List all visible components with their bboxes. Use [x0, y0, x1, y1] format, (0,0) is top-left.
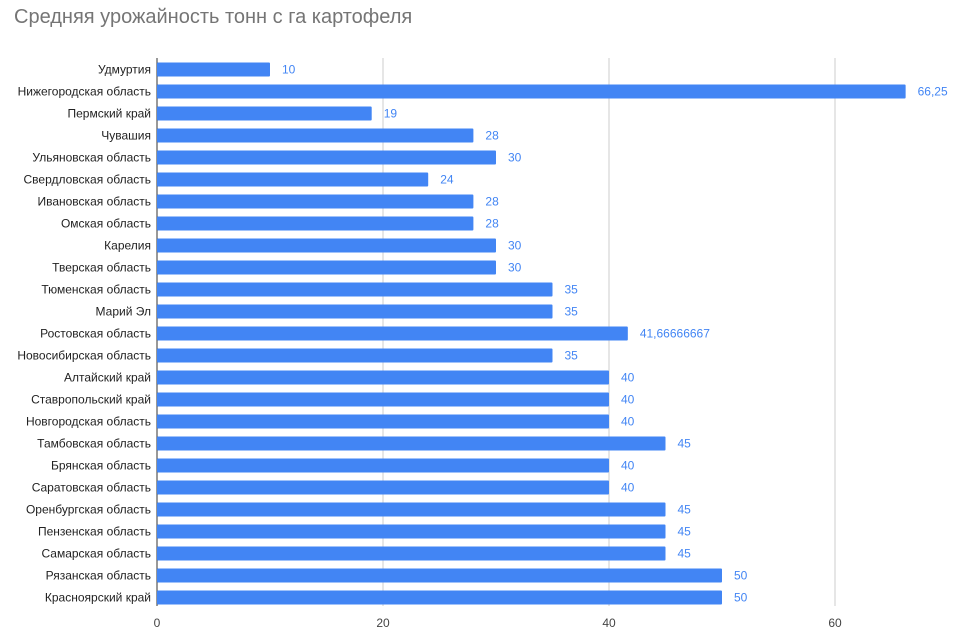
- data-label: 35: [565, 349, 579, 363]
- data-label: 45: [678, 547, 692, 561]
- bar[interactable]: [157, 84, 906, 99]
- bar[interactable]: [157, 172, 429, 187]
- bar[interactable]: [157, 106, 372, 121]
- data-label: 28: [485, 217, 499, 231]
- bar[interactable]: [157, 546, 666, 561]
- category-label: Пермский край: [67, 107, 151, 121]
- bar[interactable]: [157, 370, 609, 385]
- category-label: Саратовская область: [32, 481, 151, 495]
- category-label: Карелия: [104, 239, 151, 253]
- data-label: 40: [621, 415, 635, 429]
- category-label: Оренбургская область: [26, 503, 151, 517]
- category-label: Тамбовская область: [37, 437, 151, 451]
- bar[interactable]: [157, 568, 722, 583]
- category-label: Омская область: [61, 217, 151, 231]
- category-label: Свердловская область: [24, 173, 151, 187]
- category-label: Красноярский край: [45, 591, 151, 605]
- bar[interactable]: [157, 480, 609, 495]
- category-label: Ставропольский край: [31, 393, 151, 407]
- category-label: Ивановская область: [37, 195, 151, 209]
- bar[interactable]: [157, 128, 474, 143]
- bar[interactable]: [157, 348, 553, 363]
- bar[interactable]: [157, 326, 628, 341]
- x-tick-label: 0: [154, 616, 161, 630]
- data-label: 40: [621, 459, 635, 473]
- data-label: 19: [384, 107, 398, 121]
- data-label: 40: [621, 371, 635, 385]
- bar[interactable]: [157, 502, 666, 517]
- bar[interactable]: [157, 436, 666, 451]
- bar[interactable]: [157, 216, 474, 231]
- category-label: Брянская область: [51, 459, 151, 473]
- data-label: 10: [282, 63, 296, 77]
- category-label: Тюменская область: [41, 283, 151, 297]
- data-label: 28: [485, 195, 499, 209]
- bar[interactable]: [157, 260, 496, 275]
- data-label: 35: [565, 283, 579, 297]
- category-label: Алтайский край: [64, 371, 151, 385]
- data-label: 45: [678, 525, 692, 539]
- chart-title: Средняя урожайность тонн с га картофеля: [14, 6, 413, 28]
- data-label: 40: [621, 481, 635, 495]
- category-label: Пензенская область: [38, 525, 151, 539]
- category-label: Тверская область: [52, 261, 151, 275]
- category-label: Рязанская область: [46, 569, 151, 583]
- category-label: Самарская область: [41, 547, 151, 561]
- category-label: Чувашия: [101, 129, 151, 143]
- category-label: Удмуртия: [98, 63, 151, 77]
- bar[interactable]: [157, 194, 474, 209]
- data-label: 35: [565, 305, 579, 319]
- bar[interactable]: [157, 392, 609, 407]
- bar[interactable]: [157, 524, 666, 539]
- category-label: Новосибирская область: [17, 349, 151, 363]
- bar[interactable]: [157, 150, 496, 165]
- bar[interactable]: [157, 282, 553, 297]
- data-label: 45: [678, 503, 692, 517]
- data-label: 30: [508, 151, 522, 165]
- category-label: Нижегородская область: [18, 85, 151, 99]
- category-label: Ростовская область: [40, 327, 151, 341]
- data-label: 28: [485, 129, 499, 143]
- category-label: Марий Эл: [96, 305, 151, 319]
- data-label: 41,66666667: [640, 327, 710, 341]
- data-label: 66,25: [918, 85, 948, 99]
- data-label: 30: [508, 239, 522, 253]
- bar[interactable]: [157, 62, 270, 77]
- data-label: 50: [734, 569, 748, 583]
- category-label: Новгородская область: [26, 415, 151, 429]
- category-label: Ульяновская область: [32, 151, 151, 165]
- x-tick-label: 20: [376, 616, 390, 630]
- bar[interactable]: [157, 414, 609, 429]
- x-tick-label: 40: [602, 616, 616, 630]
- data-label: 40: [621, 393, 635, 407]
- bar[interactable]: [157, 304, 553, 319]
- data-label: 50: [734, 591, 748, 605]
- data-label: 45: [678, 437, 692, 451]
- data-label: 24: [440, 173, 454, 187]
- bar[interactable]: [157, 590, 722, 605]
- data-label: 30: [508, 261, 522, 275]
- bar[interactable]: [157, 238, 496, 253]
- x-tick-label: 60: [828, 616, 842, 630]
- bar[interactable]: [157, 458, 609, 473]
